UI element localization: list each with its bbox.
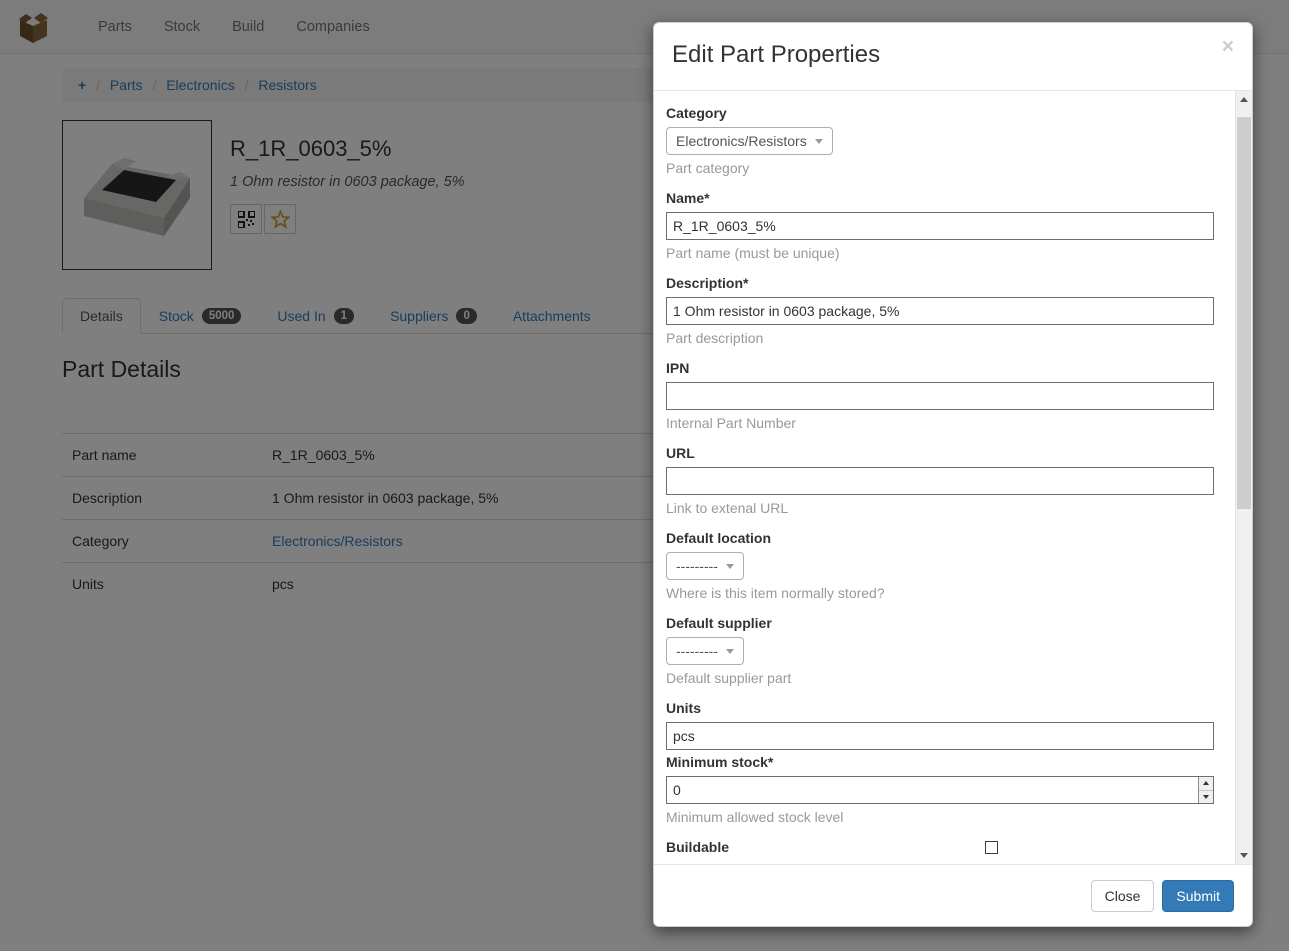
description-label: Description* xyxy=(666,275,749,291)
name-input[interactable] xyxy=(666,212,1214,240)
stepper-buttons xyxy=(1198,777,1213,803)
default-location-help: Where is this item normally stored? xyxy=(666,585,885,601)
default-supplier-select-value: --------- xyxy=(676,643,718,659)
url-input[interactable] xyxy=(666,467,1214,495)
description-help: Part description xyxy=(666,330,764,346)
ipn-label: IPN xyxy=(666,360,690,376)
minimum-stock-input[interactable] xyxy=(666,776,1214,804)
modal-footer: Close Submit xyxy=(654,864,1252,926)
modal-header: Edit Part Properties × xyxy=(654,23,1252,91)
field-ipn: IPN Internal Part Number xyxy=(666,360,1214,431)
description-input[interactable] xyxy=(666,297,1214,325)
edit-part-form: Category Electronics/Resistors Part cate… xyxy=(654,91,1230,864)
close-button[interactable]: Close xyxy=(1090,879,1155,912)
chevron-down-icon xyxy=(725,563,734,569)
units-label: Units xyxy=(666,700,701,716)
url-help: Link to extenal URL xyxy=(666,500,789,516)
default-location-label: Default location xyxy=(666,530,772,546)
field-category: Category Electronics/Resistors Part cate… xyxy=(666,105,1214,176)
field-name: Name* Part name (must be unique) xyxy=(666,190,1214,261)
buildable-checkbox[interactable] xyxy=(985,840,999,854)
field-default-location: Default location --------- Where is this… xyxy=(666,530,1214,601)
modal-scrollbar[interactable] xyxy=(1235,91,1252,864)
modal-title: Edit Part Properties xyxy=(672,41,881,68)
field-url: URL Link to extenal URL xyxy=(666,445,1214,516)
chevron-down-icon xyxy=(814,138,823,144)
default-supplier-select[interactable]: --------- xyxy=(666,637,744,665)
field-minimum-stock: Minimum stock* Minimum allowed stock lev… xyxy=(666,754,1214,825)
minimum-stock-label: Minimum stock* xyxy=(666,754,774,770)
buildable-label: Buildable xyxy=(666,839,730,855)
url-label: URL xyxy=(666,445,695,461)
scrollbar-down-button[interactable] xyxy=(1236,847,1252,864)
field-description: Description* Part description xyxy=(666,275,1214,346)
stepper-up-icon[interactable] xyxy=(1199,777,1213,790)
default-location-select-value: --------- xyxy=(676,558,718,574)
scrollbar-up-button[interactable] xyxy=(1236,91,1252,108)
units-input[interactable] xyxy=(666,722,1214,750)
name-help: Part name (must be unique) xyxy=(666,245,840,261)
field-units: Units xyxy=(666,700,1214,750)
ipn-input[interactable] xyxy=(666,382,1214,410)
chevron-down-icon xyxy=(725,648,734,654)
category-label: Category xyxy=(666,105,727,121)
minimum-stock-help: Minimum allowed stock level xyxy=(666,809,844,825)
field-default-supplier: Default supplier --------- Default suppl… xyxy=(666,615,1214,686)
stepper-down-icon[interactable] xyxy=(1199,789,1213,804)
name-label: Name* xyxy=(666,190,710,206)
ipn-help: Internal Part Number xyxy=(666,415,796,431)
default-supplier-label: Default supplier xyxy=(666,615,772,631)
default-location-select[interactable]: --------- xyxy=(666,552,744,580)
field-buildable: Buildable xyxy=(666,839,1214,855)
scrollbar-thumb[interactable] xyxy=(1237,117,1251,509)
modal-body: Category Electronics/Resistors Part cate… xyxy=(654,91,1252,864)
default-supplier-help: Default supplier part xyxy=(666,670,792,686)
category-select-value: Electronics/Resistors xyxy=(676,133,807,149)
close-icon[interactable]: × xyxy=(1221,35,1234,58)
minimum-stock-stepper xyxy=(666,776,1214,804)
category-select[interactable]: Electronics/Resistors xyxy=(666,127,833,155)
submit-button[interactable]: Submit xyxy=(1162,879,1234,912)
category-help: Part category xyxy=(666,160,750,176)
edit-part-properties-modal: Edit Part Properties × Category Electron… xyxy=(653,22,1253,927)
